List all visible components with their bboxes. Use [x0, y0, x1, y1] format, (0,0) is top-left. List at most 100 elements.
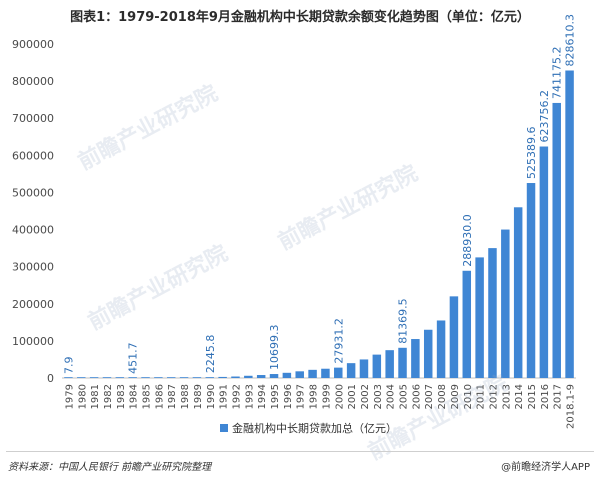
bar — [423, 329, 433, 378]
chart-title: 图表1：1979-2018年9月金融机构中长期贷款余额变化趋势图（单位：亿元） — [70, 10, 530, 25]
bar — [436, 320, 446, 378]
bar — [218, 376, 227, 378]
bar — [334, 367, 343, 378]
bar — [411, 339, 420, 378]
bar — [385, 350, 394, 378]
source-note: 资料来源：中国人民银行 前瞻产业研究院整理 — [8, 462, 212, 473]
y-tick-label: 300000 — [12, 261, 54, 274]
x-tick-label: 2002 — [360, 384, 371, 409]
x-tick-label: 1982 — [103, 384, 114, 409]
bar — [179, 377, 189, 378]
data-label: 525389.6 — [525, 127, 538, 180]
x-tick-label: 1979 — [64, 384, 75, 409]
x-tick-label: 1989 — [193, 384, 204, 409]
bar — [295, 371, 304, 378]
x-tick-label: 1991 — [219, 384, 230, 409]
y-tick-label: 700000 — [12, 112, 54, 125]
x-tick-label: 1981 — [90, 384, 101, 409]
x-tick-label: 1992 — [231, 384, 242, 409]
x-tick-label: 2015 — [527, 384, 538, 409]
x-tick-label: 2001 — [347, 384, 358, 409]
x-tick-label: 2006 — [411, 384, 422, 409]
x-tick-label: 2012 — [488, 384, 499, 409]
y-tick-label: 900000 — [12, 38, 54, 51]
y-tick-label: 100000 — [12, 335, 54, 348]
data-label: 288930.0 — [461, 214, 474, 267]
bar — [398, 347, 407, 378]
bar — [64, 377, 73, 378]
y-tick-label: 400000 — [12, 224, 54, 237]
x-tick-label: 2014 — [514, 384, 525, 409]
brand-credit: @前瞻经济学人APP — [501, 462, 590, 473]
x-tick-label: 2003 — [373, 384, 384, 409]
data-label: 10699.3 — [268, 325, 281, 371]
x-tick-label: 2010 — [463, 384, 474, 409]
bar — [89, 377, 99, 378]
bar — [552, 102, 561, 378]
bar — [256, 375, 266, 378]
x-tick-label: 1983 — [116, 384, 127, 409]
y-tick-label: 600000 — [12, 149, 54, 162]
bar — [539, 146, 549, 378]
y-tick-label: 0 — [47, 372, 54, 385]
y-tick-label: 800000 — [12, 75, 54, 88]
bar — [192, 377, 202, 378]
y-tick-label: 200000 — [12, 298, 54, 311]
legend-swatch — [220, 424, 228, 432]
x-tick-label: 2011 — [476, 384, 487, 409]
x-tick-label: 2013 — [501, 384, 512, 409]
bar — [231, 376, 240, 378]
bar — [282, 372, 292, 378]
bar — [166, 377, 176, 378]
bar — [359, 359, 369, 378]
bar — [115, 377, 125, 378]
bar — [462, 270, 472, 378]
x-tick-label: 2016 — [540, 384, 551, 409]
x-tick-label: 1995 — [270, 384, 281, 409]
bar — [205, 377, 215, 378]
data-label: 27931.2 — [332, 318, 345, 364]
x-tick-label: 1993 — [244, 384, 255, 409]
bar — [475, 257, 484, 378]
bar — [128, 377, 137, 378]
data-label: 741175.2 — [551, 46, 564, 99]
data-label: 451.7 — [127, 342, 140, 374]
x-tick-label: 2000 — [334, 384, 345, 409]
x-tick-label: 2017 — [553, 384, 564, 409]
data-label: 828610.3 — [564, 14, 577, 67]
x-tick-label: 1987 — [167, 384, 178, 409]
bar — [513, 207, 523, 378]
bar — [321, 368, 330, 378]
x-tick-label: 1997 — [296, 384, 307, 409]
x-tick-label: 1988 — [180, 384, 191, 409]
bar — [346, 363, 356, 378]
legend-label: 金融机构中长期贷款加总（亿元） — [232, 421, 397, 435]
bar — [488, 248, 497, 378]
bar — [77, 377, 86, 378]
x-tick-label: 2018.1-9 — [566, 384, 577, 429]
bar — [372, 354, 382, 378]
bar — [154, 377, 163, 378]
data-label: 7.9 — [62, 356, 75, 374]
y-tick-label: 500000 — [12, 186, 54, 199]
bar — [565, 70, 574, 379]
data-label: 2245.8 — [204, 335, 217, 374]
x-tick-label: 1999 — [321, 384, 332, 409]
x-tick-label: 2009 — [450, 384, 461, 409]
x-tick-label: 1996 — [283, 384, 294, 409]
x-tick-label: 1986 — [154, 384, 165, 409]
bar — [269, 374, 279, 378]
x-tick-label: 2005 — [399, 384, 410, 409]
x-tick-label: 1998 — [309, 384, 320, 409]
data-label: 623756.2 — [538, 90, 551, 143]
bar — [244, 375, 253, 378]
x-tick-label: 2004 — [386, 384, 397, 409]
x-tick-label: 1985 — [142, 384, 153, 409]
footer-divider — [6, 451, 594, 452]
x-tick-label: 1990 — [206, 384, 217, 409]
data-label: 81369.5 — [397, 298, 410, 344]
x-tick-label: 1994 — [257, 384, 268, 409]
x-tick-label: 1980 — [77, 384, 88, 409]
bar — [501, 229, 510, 378]
